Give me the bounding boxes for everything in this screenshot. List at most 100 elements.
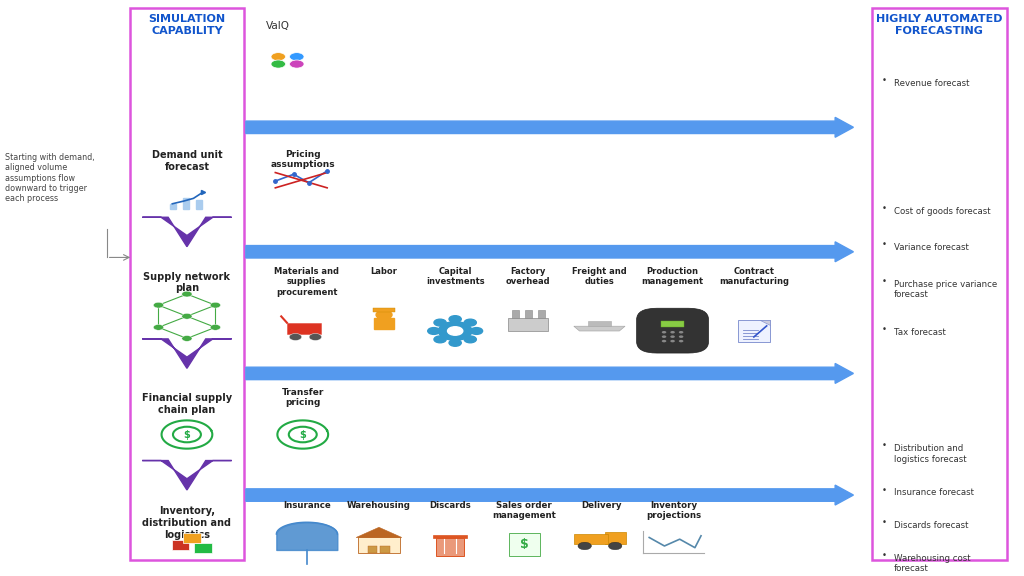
Circle shape bbox=[154, 302, 164, 308]
Text: Tax forecast: Tax forecast bbox=[894, 328, 946, 337]
Text: Freight and
duties: Freight and duties bbox=[572, 267, 627, 286]
Text: Discards forecast: Discards forecast bbox=[894, 521, 969, 530]
Circle shape bbox=[182, 291, 193, 297]
Text: Sales order
management: Sales order management bbox=[493, 501, 556, 520]
FancyBboxPatch shape bbox=[130, 9, 244, 560]
Circle shape bbox=[289, 334, 302, 340]
Bar bbox=[574, 534, 607, 544]
FancyBboxPatch shape bbox=[374, 318, 394, 329]
FancyBboxPatch shape bbox=[183, 533, 201, 543]
Bar bbox=[433, 535, 467, 538]
Circle shape bbox=[450, 339, 461, 346]
Circle shape bbox=[210, 302, 220, 308]
Bar bbox=[588, 321, 610, 326]
FancyBboxPatch shape bbox=[287, 323, 322, 334]
Bar bbox=[525, 309, 531, 319]
Text: HIGHLY AUTOMATED
FORECASTING: HIGHLY AUTOMATED FORECASTING bbox=[876, 14, 1002, 36]
Circle shape bbox=[608, 542, 622, 550]
Circle shape bbox=[309, 334, 322, 340]
Bar bbox=[183, 198, 188, 209]
Text: Production
management: Production management bbox=[641, 267, 703, 286]
Circle shape bbox=[271, 60, 286, 68]
Text: •: • bbox=[882, 77, 887, 85]
Text: Supply network
plan: Supply network plan bbox=[143, 271, 230, 293]
Text: •: • bbox=[882, 486, 887, 495]
Text: Contract
manufacturing: Contract manufacturing bbox=[719, 267, 788, 286]
FancyBboxPatch shape bbox=[604, 532, 626, 544]
Polygon shape bbox=[142, 461, 231, 490]
Circle shape bbox=[450, 316, 461, 323]
Bar bbox=[381, 546, 389, 553]
Circle shape bbox=[662, 331, 667, 334]
FancyBboxPatch shape bbox=[871, 9, 1007, 560]
Bar bbox=[369, 546, 378, 553]
FancyArrow shape bbox=[246, 363, 853, 384]
Text: •: • bbox=[882, 441, 887, 450]
Circle shape bbox=[271, 52, 286, 60]
Text: $: $ bbox=[299, 430, 306, 439]
Text: •: • bbox=[882, 277, 887, 286]
Text: Pricing
assumptions: Pricing assumptions bbox=[270, 150, 335, 169]
Text: ValQ: ValQ bbox=[266, 21, 290, 32]
Bar bbox=[512, 309, 519, 319]
Text: Discards: Discards bbox=[429, 501, 471, 510]
FancyArrow shape bbox=[246, 485, 853, 505]
Text: Factory
overhead: Factory overhead bbox=[506, 267, 551, 286]
Circle shape bbox=[464, 319, 476, 326]
Circle shape bbox=[210, 324, 220, 330]
Polygon shape bbox=[142, 217, 231, 247]
Circle shape bbox=[173, 427, 201, 442]
Text: Financial supply
chain plan: Financial supply chain plan bbox=[142, 393, 232, 415]
Text: SIMULATION
CAPABILITY: SIMULATION CAPABILITY bbox=[148, 14, 225, 36]
Text: Purchase price variance
forecast: Purchase price variance forecast bbox=[894, 280, 997, 300]
Polygon shape bbox=[760, 320, 769, 325]
Polygon shape bbox=[573, 326, 625, 331]
Text: Labor: Labor bbox=[371, 267, 397, 276]
Circle shape bbox=[182, 313, 193, 319]
Circle shape bbox=[470, 328, 482, 335]
Circle shape bbox=[679, 335, 683, 338]
Text: Demand unit
forecast: Demand unit forecast bbox=[152, 150, 222, 172]
Circle shape bbox=[290, 52, 304, 60]
Text: Distribution and
logistics forecast: Distribution and logistics forecast bbox=[894, 444, 967, 464]
Text: Insurance forecast: Insurance forecast bbox=[894, 488, 974, 498]
Circle shape bbox=[679, 331, 683, 334]
Text: Insurance: Insurance bbox=[283, 501, 331, 510]
Text: Revenue forecast: Revenue forecast bbox=[894, 79, 970, 88]
Text: Materials and
supplies
procurement: Materials and supplies procurement bbox=[274, 267, 339, 297]
Circle shape bbox=[428, 328, 440, 335]
Bar bbox=[170, 204, 176, 209]
Bar bbox=[196, 200, 202, 209]
Circle shape bbox=[662, 340, 667, 342]
Bar bbox=[357, 537, 400, 553]
Polygon shape bbox=[356, 527, 401, 537]
Text: Inventory,
distribution and
logistics: Inventory, distribution and logistics bbox=[142, 506, 231, 540]
Text: Inventory
projections: Inventory projections bbox=[646, 501, 701, 520]
Bar bbox=[662, 321, 684, 327]
Circle shape bbox=[376, 310, 392, 319]
Circle shape bbox=[671, 335, 675, 338]
Circle shape bbox=[464, 336, 476, 343]
Circle shape bbox=[290, 60, 304, 68]
FancyBboxPatch shape bbox=[436, 538, 464, 556]
Text: •: • bbox=[882, 325, 887, 334]
Circle shape bbox=[434, 319, 446, 326]
Bar bbox=[538, 309, 545, 319]
Text: Starting with demand,
aligned volume
assumptions flow
downward to trigger
each p: Starting with demand, aligned volume ass… bbox=[5, 153, 94, 203]
Text: Warehousing: Warehousing bbox=[347, 501, 411, 510]
Text: Transfer
pricing: Transfer pricing bbox=[282, 388, 324, 407]
Text: $: $ bbox=[520, 538, 528, 551]
Circle shape bbox=[154, 324, 164, 330]
FancyBboxPatch shape bbox=[509, 533, 540, 556]
Circle shape bbox=[578, 542, 592, 550]
Circle shape bbox=[182, 336, 193, 342]
Circle shape bbox=[662, 335, 667, 338]
Bar bbox=[508, 319, 548, 331]
Text: •: • bbox=[882, 204, 887, 213]
Text: Variance forecast: Variance forecast bbox=[894, 243, 969, 252]
FancyBboxPatch shape bbox=[172, 540, 189, 550]
FancyArrow shape bbox=[246, 118, 853, 137]
FancyBboxPatch shape bbox=[195, 543, 212, 553]
Circle shape bbox=[438, 321, 472, 340]
Text: •: • bbox=[882, 551, 887, 560]
